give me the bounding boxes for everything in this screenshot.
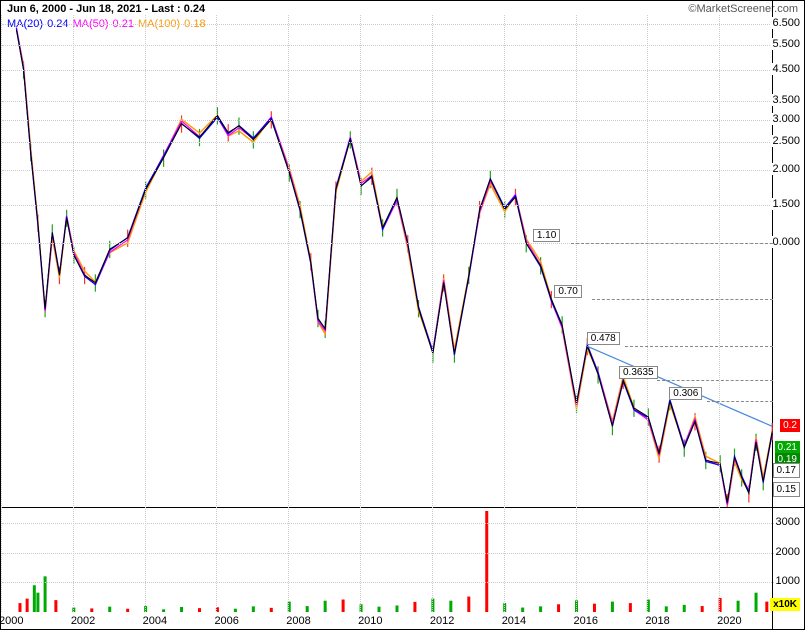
- x-axis-tick: 2008: [286, 615, 310, 627]
- price-level-annotation: 0.70: [554, 285, 581, 298]
- date-range: Jun 6, 2000 - Jun 18, 2021: [7, 3, 142, 15]
- x-axis-tick: 2012: [430, 615, 454, 627]
- x-axis-tick: 2002: [71, 615, 95, 627]
- x-axis-tick: 2020: [717, 615, 741, 627]
- x-axis-tick: 2006: [214, 615, 238, 627]
- price-level-annotation: 1.10: [533, 229, 560, 242]
- volume-axis-tick: 1000: [774, 575, 802, 587]
- y-axis-tick: 2.000: [770, 163, 802, 175]
- volume-axis-tick: 3000: [774, 516, 802, 528]
- price-axis-tag: 0.15: [773, 482, 800, 497]
- x-axis-tick: 2004: [143, 615, 167, 627]
- chart-header: Jun 6, 2000 - Jun 18, 2021 - Last : 0.24: [7, 3, 205, 15]
- price-axis-tag: 0.17: [773, 463, 800, 478]
- price-chart[interactable]: [2, 15, 774, 507]
- price-level-annotation: 0.306: [669, 387, 702, 400]
- x-axis-tick: 2018: [645, 615, 669, 627]
- x-axis-tick: 2016: [574, 615, 598, 627]
- x-axis-tick: 2014: [502, 615, 526, 627]
- price-axis-tag: 0.2: [780, 419, 800, 432]
- y-axis-tick: 4.500: [770, 63, 802, 75]
- attribution: ©MarketScreener.com: [688, 3, 798, 15]
- y-axis-tick: 3.500: [770, 94, 802, 106]
- y-axis-tick: 0.000: [770, 236, 802, 248]
- last-label: Last :: [151, 3, 180, 15]
- last-value: 0.24: [184, 3, 205, 15]
- x-axis-tick: 2000: [0, 615, 23, 627]
- price-level-annotation: 0.478: [587, 332, 620, 345]
- y-axis-tick: 5.500: [770, 38, 802, 50]
- x-axis-tick: 2010: [358, 615, 382, 627]
- y-axis-tick: 6.500: [770, 17, 802, 29]
- y-axis-tick: 3.000: [770, 113, 802, 125]
- y-axis-tick: 1.500: [770, 198, 802, 210]
- volume-axis-tick: 2000: [774, 546, 802, 558]
- price-level-annotation: 0.3635: [619, 366, 658, 379]
- stock-chart-container: Jun 6, 2000 - Jun 18, 2021 - Last : 0.24…: [0, 0, 805, 630]
- volume-scale-tag: x10K: [770, 598, 800, 611]
- y-axis-tick: 2.500: [770, 135, 802, 147]
- price-axis-tag: 0.21: [775, 441, 800, 454]
